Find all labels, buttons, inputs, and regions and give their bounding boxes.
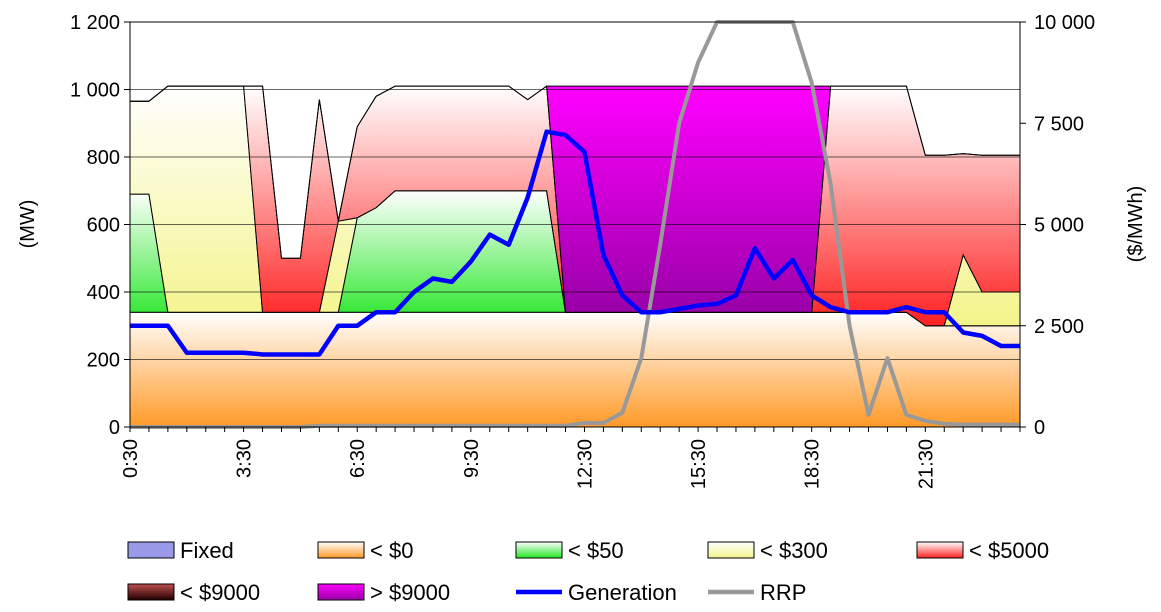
legend-label: < $5000	[969, 538, 1049, 563]
gridlines	[130, 89, 1020, 360]
legend-swatch	[916, 541, 964, 559]
legend: Fixed < $0 < $50 < $300 < $5000 < $9000 > $900…	[127, 538, 1049, 605]
y-axis-left: 0 200 400 600 800 1 000 1 200	[70, 12, 130, 439]
x-tick-label: 6:30	[347, 439, 369, 478]
legend-swatch	[515, 541, 563, 559]
x-tick-label: 12:30	[574, 439, 596, 489]
legend-swatch	[707, 541, 755, 559]
x-tick-label: 9:30	[461, 439, 483, 478]
legend-label: Fixed	[180, 538, 234, 563]
x-tick-label: 15:30	[688, 439, 710, 489]
x-tick-label: 0:30	[120, 439, 142, 478]
legend-item-gt-9000: > $9000	[317, 580, 450, 605]
legend-item-lt-50: < $50	[515, 538, 624, 563]
x-tick-label: 21:30	[915, 439, 937, 489]
y2-tick-label: 10 000	[1034, 12, 1095, 34]
y2-tick-label: 2 500	[1034, 316, 1084, 338]
legend-label: < $9000	[180, 580, 260, 605]
y-tick-label: 0	[109, 417, 120, 439]
legend-label: < $50	[568, 538, 624, 563]
y-tick-label: 400	[87, 282, 120, 304]
legend-swatch	[317, 583, 365, 601]
legend-label: < $0	[370, 538, 413, 563]
legend-swatch	[317, 541, 365, 559]
legend-item-lt-300: < $300	[707, 538, 828, 563]
legend-item-lt-9000: < $9000	[127, 580, 260, 605]
legend-swatch	[127, 541, 175, 559]
y-tick-label: 800	[87, 147, 120, 169]
x-axis: 0:30 3:30 6:30 9:30 12:30 15:30 18:30 21:30	[120, 427, 1021, 489]
y-tick-label: 1 000	[70, 80, 120, 102]
band-lt-0	[129, 311, 1021, 428]
legend-item-lt-5000: < $5000	[916, 538, 1049, 563]
y-tick-label: 600	[87, 215, 120, 237]
y-axis-right: 0 2 500 5 000 7 500 10 000	[1020, 12, 1095, 439]
x-tick-label: 3:30	[234, 439, 256, 478]
legend-label: Generation	[568, 580, 677, 605]
y2-axis-title: ($/MWh)	[1125, 186, 1147, 263]
legend-item-lt-0: < $0	[317, 538, 413, 563]
y-axis-title: (MW)	[17, 200, 39, 249]
stacked-bands	[129, 85, 1021, 428]
band-gt-9000	[130, 85, 1020, 313]
y-tick-label: 200	[87, 350, 120, 372]
legend-label: > $9000	[370, 580, 450, 605]
legend-label: RRP	[760, 580, 806, 605]
y2-tick-label: 5 000	[1034, 215, 1084, 237]
legend-item-rrp: RRP	[708, 580, 806, 605]
legend-label: < $300	[760, 538, 828, 563]
y2-tick-label: 0	[1034, 417, 1045, 439]
y-tick-label: 1 200	[70, 12, 120, 34]
y2-tick-label: 7 500	[1034, 113, 1084, 135]
legend-item-fixed: Fixed	[127, 538, 234, 563]
series-generation-line	[130, 129, 1020, 357]
legend-swatch	[127, 583, 175, 601]
x-tick-label: 18:30	[802, 439, 824, 489]
legend-item-generation: Generation	[516, 580, 677, 605]
